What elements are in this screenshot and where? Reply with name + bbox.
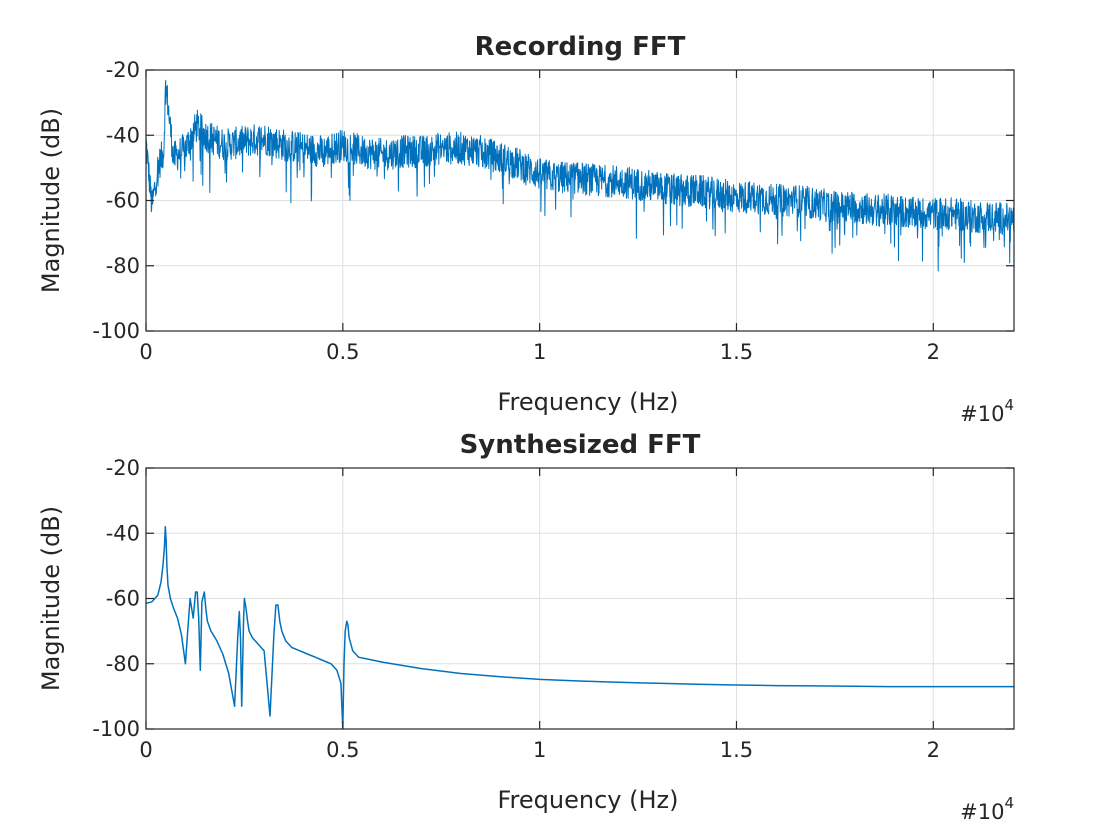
x-axis-label: Frequency (Hz) (498, 388, 679, 416)
y-tick-label: -40 (106, 521, 140, 545)
y-tick-label: -60 (106, 587, 140, 611)
y-tick-label: -60 (106, 189, 140, 213)
x-tick-label: 1.5 (720, 738, 753, 762)
x-tick-label: 2 (927, 340, 940, 364)
x-tick-label: 0.5 (326, 738, 359, 762)
x-exponent-label: #104 (960, 396, 1014, 426)
x-tick-label: 1 (533, 340, 546, 364)
x-tick-label: 2 (927, 738, 940, 762)
y-tick-label: -80 (106, 652, 140, 676)
y-tick-label: -40 (106, 123, 140, 147)
y-tick-label: -80 (106, 254, 140, 278)
y-tick-label: -20 (106, 58, 140, 82)
y-tick-label: -100 (92, 319, 140, 343)
synthesized-fft-plot: 0 0.5 1 1.5 2 -100 -80 -60 -40 -20 Synthesized FFT… (37, 430, 1015, 824)
x-tick-label: 1 (533, 738, 546, 762)
x-tick-label: 1.5 (720, 340, 753, 364)
x-exponent-power: 4 (1004, 794, 1014, 812)
x-exponent-base: #10 (960, 402, 1004, 426)
x-tick-label: 0 (139, 738, 152, 762)
x-exponent-power: 4 (1004, 396, 1014, 414)
x-tick-label: 0 (139, 340, 152, 364)
y-axis-label: Magnitude (dB) (37, 108, 65, 293)
recording-fft-plot: 0 0.5 1 1.5 2 -100 -80 -60 -40 -20 Recording FFT Fr… (37, 32, 1015, 426)
x-tick-label: 0.5 (326, 340, 359, 364)
y-tick-label: -100 (92, 717, 140, 741)
x-exponent-base: #10 (960, 800, 1004, 824)
spectrum-line (145, 525, 1014, 730)
x-axis-label: Frequency (Hz) (498, 786, 679, 814)
spectrum-line (145, 79, 1015, 272)
x-exponent-label: #104 (960, 794, 1014, 824)
y-axis-label: Magnitude (dB) (37, 506, 65, 691)
chart-title: Recording FFT (475, 32, 686, 62)
chart-title: Synthesized FFT (460, 430, 701, 460)
y-tick-label: -20 (106, 456, 140, 480)
